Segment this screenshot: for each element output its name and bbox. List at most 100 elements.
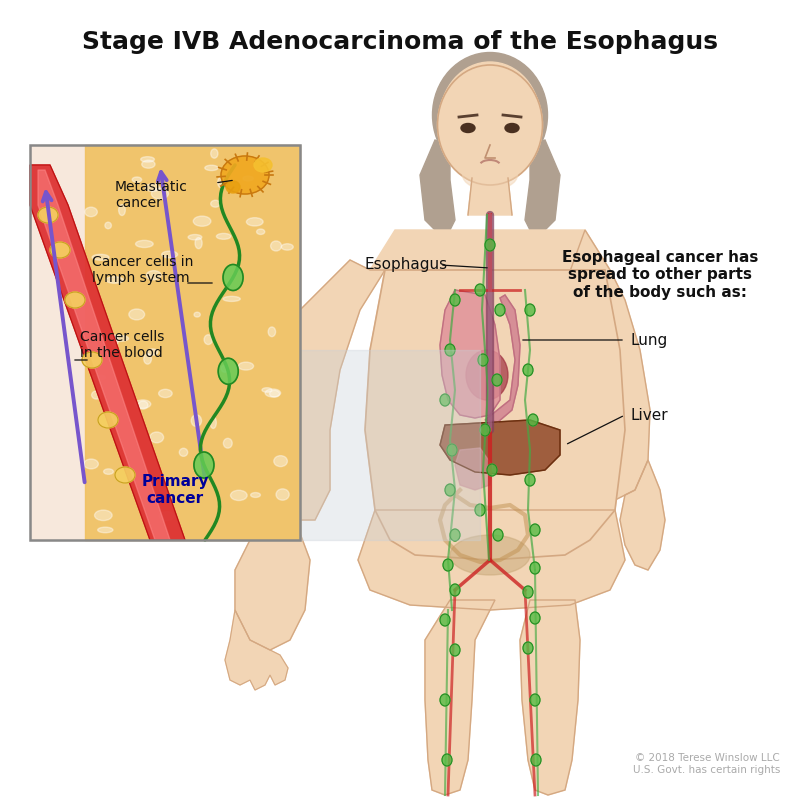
Ellipse shape <box>440 394 450 406</box>
Ellipse shape <box>523 642 533 654</box>
Polygon shape <box>300 350 480 540</box>
Ellipse shape <box>440 694 450 706</box>
Polygon shape <box>270 260 385 520</box>
Ellipse shape <box>223 265 243 290</box>
Ellipse shape <box>210 149 218 158</box>
Ellipse shape <box>440 614 450 626</box>
Ellipse shape <box>493 529 503 541</box>
Ellipse shape <box>257 229 265 234</box>
Text: Lung: Lung <box>630 333 667 347</box>
Ellipse shape <box>204 334 213 345</box>
Text: Esophagus: Esophagus <box>365 258 448 273</box>
Ellipse shape <box>447 444 457 456</box>
Polygon shape <box>30 165 185 540</box>
Ellipse shape <box>158 390 172 398</box>
Ellipse shape <box>450 529 460 541</box>
Ellipse shape <box>94 510 112 521</box>
Ellipse shape <box>475 284 485 296</box>
Ellipse shape <box>194 216 211 226</box>
Ellipse shape <box>438 65 542 185</box>
Ellipse shape <box>262 388 272 392</box>
Ellipse shape <box>135 240 154 247</box>
Ellipse shape <box>112 335 118 346</box>
Ellipse shape <box>530 562 540 574</box>
Ellipse shape <box>191 414 202 426</box>
Ellipse shape <box>270 241 282 251</box>
Ellipse shape <box>485 239 495 251</box>
Ellipse shape <box>162 251 178 258</box>
Ellipse shape <box>495 304 505 316</box>
Ellipse shape <box>450 644 460 656</box>
Ellipse shape <box>142 160 155 168</box>
Ellipse shape <box>118 205 126 215</box>
Ellipse shape <box>475 504 485 516</box>
Ellipse shape <box>223 438 232 448</box>
Ellipse shape <box>270 390 280 397</box>
Ellipse shape <box>445 484 455 496</box>
Polygon shape <box>468 178 512 215</box>
Ellipse shape <box>84 459 98 469</box>
Ellipse shape <box>146 349 158 355</box>
Polygon shape <box>440 290 500 418</box>
Ellipse shape <box>445 344 455 356</box>
Ellipse shape <box>159 512 174 521</box>
Polygon shape <box>620 460 665 570</box>
Ellipse shape <box>98 527 113 533</box>
Polygon shape <box>235 490 310 650</box>
Ellipse shape <box>230 490 247 501</box>
Ellipse shape <box>525 304 535 316</box>
Ellipse shape <box>150 432 164 442</box>
Polygon shape <box>358 510 625 610</box>
Ellipse shape <box>450 294 460 306</box>
Ellipse shape <box>146 270 161 280</box>
Ellipse shape <box>91 391 102 399</box>
Ellipse shape <box>478 354 488 366</box>
Ellipse shape <box>528 414 538 426</box>
Ellipse shape <box>450 584 460 596</box>
Text: Cancer cells
in the blood: Cancer cells in the blood <box>80 330 164 360</box>
Ellipse shape <box>221 156 269 194</box>
Ellipse shape <box>38 207 58 223</box>
Ellipse shape <box>226 181 240 193</box>
Ellipse shape <box>443 559 453 571</box>
Ellipse shape <box>265 389 281 397</box>
Ellipse shape <box>179 448 188 456</box>
Polygon shape <box>525 140 560 240</box>
Ellipse shape <box>254 158 272 172</box>
Ellipse shape <box>450 535 530 575</box>
Ellipse shape <box>50 242 70 258</box>
Ellipse shape <box>103 469 114 474</box>
Polygon shape <box>485 295 520 422</box>
Ellipse shape <box>194 312 200 317</box>
Polygon shape <box>520 600 580 795</box>
Ellipse shape <box>246 218 263 226</box>
Text: Metastatic
cancer: Metastatic cancer <box>115 180 188 210</box>
Ellipse shape <box>523 586 533 598</box>
Ellipse shape <box>282 244 294 250</box>
Ellipse shape <box>243 176 254 181</box>
Ellipse shape <box>440 62 540 174</box>
Ellipse shape <box>218 177 226 188</box>
Ellipse shape <box>98 412 118 428</box>
Ellipse shape <box>218 358 238 384</box>
Text: Primary
cancer: Primary cancer <box>142 474 209 506</box>
Polygon shape <box>225 610 288 690</box>
Polygon shape <box>85 145 300 540</box>
Ellipse shape <box>250 493 261 498</box>
Ellipse shape <box>65 292 85 308</box>
Ellipse shape <box>530 524 540 536</box>
Ellipse shape <box>238 362 254 370</box>
Polygon shape <box>455 448 492 490</box>
Polygon shape <box>38 170 170 540</box>
Ellipse shape <box>86 344 97 350</box>
Text: © 2018 Terese Winslow LLC
U.S. Govt. has certain rights: © 2018 Terese Winslow LLC U.S. Govt. has… <box>633 754 780 775</box>
Ellipse shape <box>138 401 148 409</box>
Ellipse shape <box>530 612 540 624</box>
Polygon shape <box>565 230 650 500</box>
Ellipse shape <box>129 309 145 320</box>
Ellipse shape <box>530 694 540 706</box>
Ellipse shape <box>523 364 533 376</box>
Ellipse shape <box>276 489 289 500</box>
Ellipse shape <box>442 754 452 766</box>
Ellipse shape <box>210 417 216 429</box>
